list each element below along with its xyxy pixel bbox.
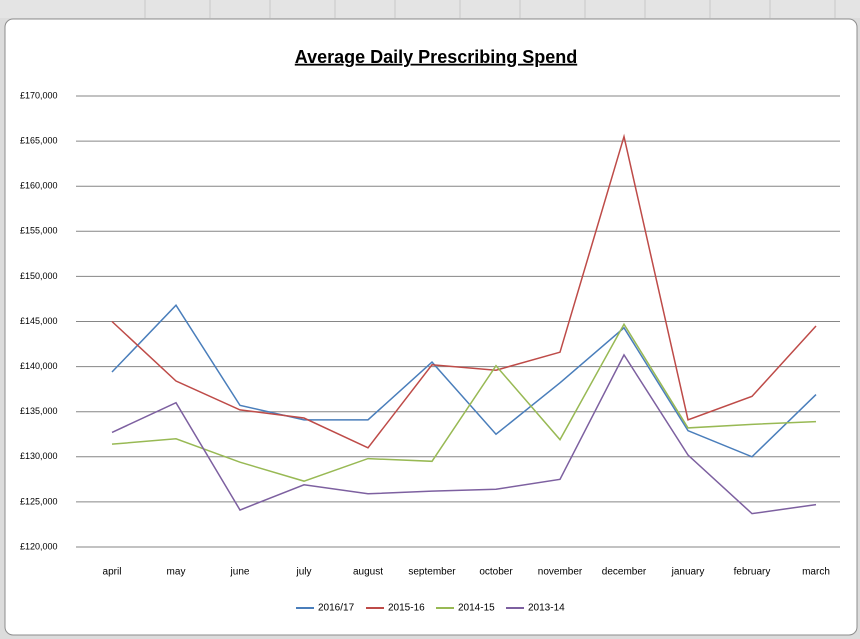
sheet-header (0, 0, 860, 18)
data-line (111, 304, 817, 458)
x-tick-label: june (230, 567, 250, 578)
x-tick-label: december (602, 567, 647, 578)
y-tick-label: £170,000 (20, 90, 58, 100)
y-tick-label: £120,000 (20, 541, 58, 551)
data-line (111, 322, 817, 482)
legend-label: 2013-14 (528, 603, 565, 614)
x-tick-label: february (734, 567, 771, 578)
x-tick-label: september (408, 567, 456, 578)
y-tick-label: £145,000 (20, 316, 58, 326)
y-tick-label: £125,000 (20, 496, 58, 506)
legend-label: 2015-16 (388, 603, 425, 614)
y-tick-label: £165,000 (20, 135, 58, 145)
x-tick-label: april (103, 567, 122, 578)
x-tick-label: august (353, 567, 383, 578)
legend-label: 2016/17 (318, 603, 355, 614)
y-tick-label: £130,000 (20, 451, 58, 461)
x-tick-label: october (479, 567, 513, 578)
chart-title: Average Daily Prescribing Spend (295, 47, 577, 67)
y-tick-label: £150,000 (20, 271, 58, 281)
x-tick-label: may (167, 567, 186, 578)
y-tick-label: £155,000 (20, 226, 58, 236)
y-tick-label: £160,000 (20, 181, 58, 191)
data-line (111, 353, 817, 515)
y-tick-label: £140,000 (20, 361, 58, 371)
sheet-columns (144, 0, 836, 18)
x-tick-label: march (802, 567, 830, 578)
x-tick-label: november (538, 567, 583, 578)
chart-area (4, 18, 858, 636)
y-tick-label: £135,000 (20, 406, 58, 416)
data-line (111, 133, 817, 449)
legend-label: 2014-15 (458, 603, 495, 614)
x-tick-label: july (295, 567, 311, 578)
x-tick-label: january (671, 567, 705, 578)
